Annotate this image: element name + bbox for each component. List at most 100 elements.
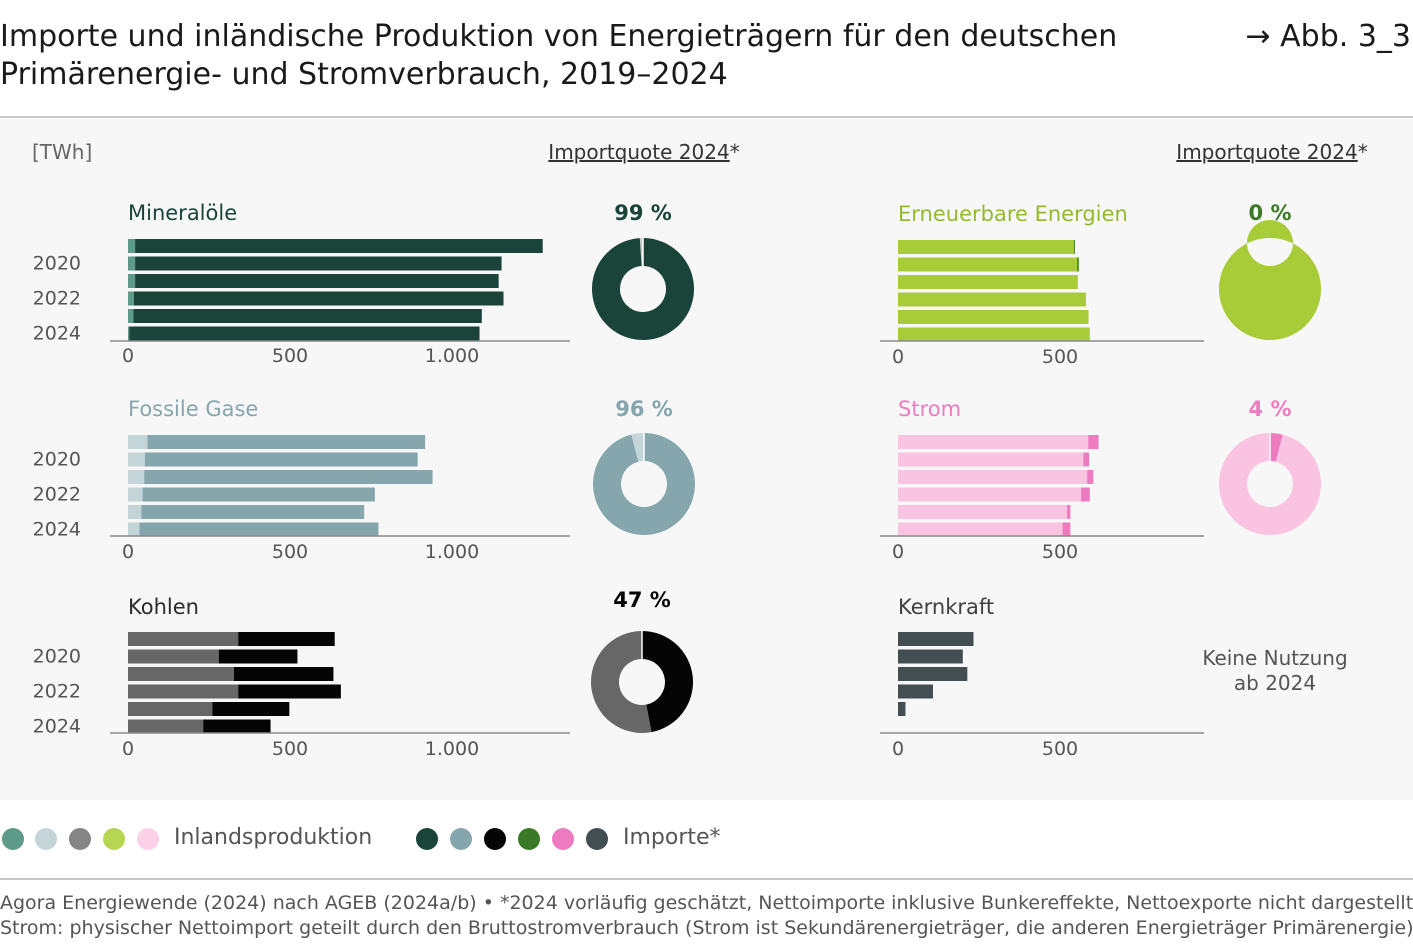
kohlen-bar-2023-import (212, 702, 290, 716)
fossile-gase-year-label-2020: 2020 (33, 449, 81, 471)
kernkraft-bar-2022-import (898, 684, 933, 699)
kernkraft-bar-2023-import (898, 702, 906, 716)
legend-dot-inland-4 (103, 828, 125, 850)
kohlen-year-label-2022: 2022 (33, 681, 81, 703)
kernkraft-x-tick-0: 0 (892, 738, 904, 760)
fossile-gase-year-label-2024: 2024 (33, 519, 81, 541)
fossile-gase-bar-2019-import (147, 435, 426, 449)
fossile-gase-chart-title: Fossile Gase (128, 397, 258, 421)
mineraloele-import-quote-label: 99 % (614, 201, 672, 225)
mineraloele-x-tick-0: 0 (122, 345, 134, 367)
strom-bar-2019-import (1088, 435, 1099, 449)
unit-label: [TWh] (32, 140, 92, 164)
fossile-gase-bar-2021-inland (128, 470, 145, 484)
chart-title: Importe und inländische Produktion von E… (0, 18, 1180, 94)
fossile-gase-x-tick-1000: 1.000 (425, 541, 479, 563)
mineraloele-bar-2023-inland (128, 309, 134, 323)
kernkraft-bar-2019-import (898, 632, 974, 646)
importquote-header-left: Importquote 2024* (548, 140, 739, 164)
mineraloele-bar-2024-import (129, 326, 480, 341)
kohlen-bar-2020-import (218, 649, 298, 664)
kohlen-bar-2021-inland (128, 667, 234, 681)
erneuerbare-energien-bar-2023-inland (898, 310, 1089, 324)
erneuerbare-energien-bar-2020-inland (898, 257, 1078, 272)
fossile-gase-year-label-2022: 2022 (33, 484, 81, 506)
kernkraft-bar-2021-import (898, 667, 968, 681)
strom-bar-2022-import (1081, 487, 1090, 502)
kohlen-donut-import-slice (642, 631, 694, 733)
strom-bar-2022-inland (898, 487, 1082, 502)
mineraloele-bar-2024-inland (128, 326, 130, 341)
mineraloele-x-tick-500: 500 (272, 345, 308, 367)
fossile-gase-import-quote-label: 96 % (615, 397, 673, 421)
mineraloele-bar-2019-inland (128, 239, 136, 253)
fossile-gase-x-tick-500: 500 (272, 541, 308, 563)
legend-dot-import-3 (484, 828, 506, 850)
erneuerbare-energien-bar-2021-inland (898, 275, 1078, 289)
strom-bar-2021-inland (898, 470, 1088, 484)
kohlen-import-quote-label: 47 % (613, 588, 671, 612)
mineraloele-bar-2019-import (135, 239, 543, 253)
erneuerbare-energien-bar-2020-import (1077, 257, 1079, 272)
kohlen-year-label-2024: 2024 (33, 716, 81, 738)
fossile-gase-bar-2023-inland (128, 505, 142, 519)
fossile-gase-bar-2021-import (144, 470, 433, 484)
kohlen-bar-2024-inland (128, 719, 204, 734)
legend-dot-import-5 (552, 828, 574, 850)
title-line-2: Primärenergie- und Stromverbrauch, 2019–… (0, 57, 728, 92)
importquote-header-left-text: Importquote 2024 (548, 140, 729, 164)
kohlen-x-tick-1000: 1.000 (425, 738, 479, 760)
strom-bar-2020-inland (898, 452, 1084, 467)
strom-donut-inland-slice (1219, 433, 1322, 535)
mineraloele-bar-2022-import (133, 291, 504, 306)
kohlen-chart-title: Kohlen (128, 595, 199, 619)
legend-dot-import-2 (450, 828, 472, 850)
erneuerbare-energien-x-tick-500: 500 (1042, 346, 1078, 368)
fossile-gase-bar-2022-import (142, 487, 375, 502)
mineraloele-donut-import-slice (591, 238, 694, 341)
strom-bar-2020-import (1083, 452, 1090, 467)
fossile-gase-bar-2023-import (141, 505, 365, 519)
legend-label-inland: Inlandsproduktion (174, 825, 373, 850)
kernkraft-chart-title: Kernkraft (898, 595, 994, 619)
strom-bar-2021-import (1087, 470, 1094, 484)
kohlen-donut-inland-slice (591, 631, 652, 733)
erneuerbare-energien-chart-title: Erneuerbare Energien (898, 202, 1128, 226)
erneuerbare-energien-bar-2022-inland (898, 292, 1086, 307)
fossile-gase-bar-2024-import (139, 522, 379, 537)
kohlen-year-label-2020: 2020 (33, 646, 81, 668)
kohlen-bar-2022-import (238, 684, 341, 699)
kernkraft-x-tick-500: 500 (1042, 738, 1078, 760)
kohlen-bar-2022-inland (128, 684, 239, 699)
strom-import-quote-label: 4 % (1249, 397, 1292, 421)
mineraloele-bar-2021-inland (128, 274, 136, 288)
figure-reference: → Abb. 3_3 (1245, 19, 1411, 54)
mineraloele-bar-2020-import (135, 256, 502, 271)
strom-x-tick-500: 500 (1042, 541, 1078, 563)
mineraloele-donut-inland-slice (639, 238, 643, 267)
mineraloele-bar-2023-import (133, 309, 482, 323)
kernkraft-note-line-2: ab 2024 (1234, 671, 1316, 695)
fossile-gase-bar-2020-import (144, 452, 418, 467)
mineraloele-year-label-2024: 2024 (33, 323, 81, 345)
legend: Inlandsproduktion Importe* (0, 820, 1413, 860)
kohlen-x-tick-0: 0 (122, 738, 134, 760)
strom-bar-2023-import (1067, 505, 1071, 519)
strom-donut-import-slice (1270, 433, 1283, 462)
kohlen-bar-2024-import (203, 719, 271, 734)
importquote-header-right: Importquote 2024* (1176, 140, 1367, 164)
fossile-gase-donut-inland-slice (631, 433, 644, 462)
mineraloele-x-tick-1000: 1.000 (425, 345, 479, 367)
legend-dot-inland-2 (35, 828, 57, 850)
erneuerbare-energien-donut-inland-slice (1218, 220, 1321, 341)
mineraloele-chart-title: Mineralöle (128, 201, 237, 225)
source-note: Agora Energiewende (2024) nach AGEB (202… (0, 891, 1413, 941)
erneuerbare-energien-x-tick-0: 0 (892, 346, 904, 368)
title-line-1: Importe und inländische Produktion von E… (0, 19, 1118, 54)
kernkraft-bar-2020-import (898, 649, 963, 664)
fossile-gase-bar-2024-inland (128, 522, 140, 537)
legend-label-import: Importe* (623, 825, 721, 850)
importquote-header-right-asterisk: * (1358, 140, 1368, 164)
legend-dot-inland-5 (137, 828, 159, 850)
